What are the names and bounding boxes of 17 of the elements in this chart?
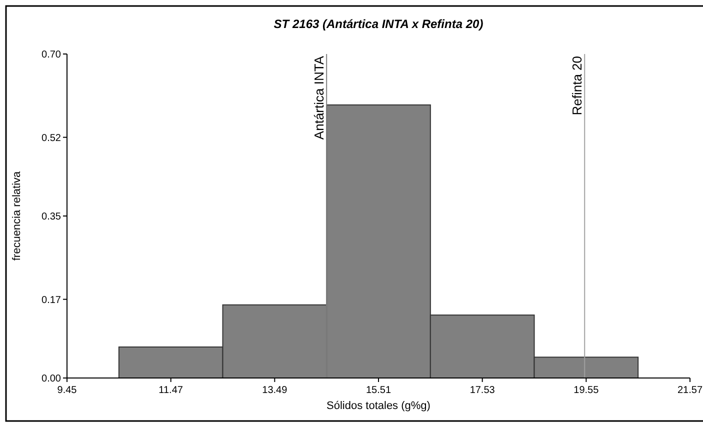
x-axis-title: Sólidos totales (g%g): [326, 400, 430, 412]
ref-line-label: Antártica INTA: [312, 56, 327, 140]
y-tick-label: 0.17: [42, 294, 62, 306]
x-tick-label: 17.53: [470, 385, 496, 396]
y-tick-label: 0.52: [42, 132, 62, 144]
y-axis-title: frecuencia relativa: [11, 170, 23, 261]
y-tick-label: 0.00: [42, 374, 62, 384]
x-tick-label: 11.47: [158, 385, 184, 396]
chart-title: ST 2163 (Antártica INTA x Refinta 20): [274, 17, 484, 31]
x-tick-label: 13.49: [262, 385, 288, 396]
x-tick-label: 15.51: [366, 385, 392, 396]
x-tick-label: 19.55: [574, 385, 600, 396]
x-tick-label: 9.45: [57, 385, 78, 396]
ref-line-label: Refinta 20: [570, 56, 585, 116]
y-tick-label: 0.70: [42, 50, 62, 60]
x-tick-label: 21.57: [677, 385, 703, 396]
y-tick-label: 0.35: [42, 212, 62, 222]
